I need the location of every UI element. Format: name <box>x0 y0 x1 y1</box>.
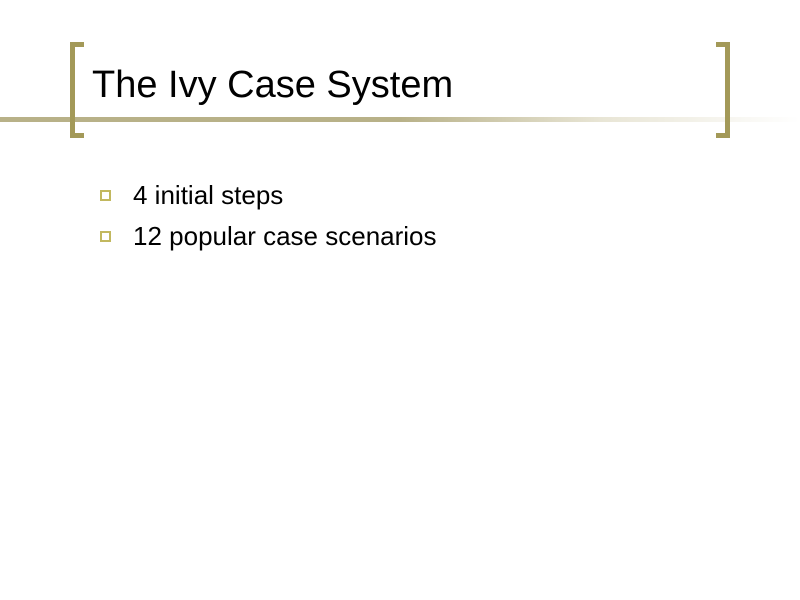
title-container: The Ivy Case System <box>70 50 730 107</box>
slide-title: The Ivy Case System <box>70 50 730 107</box>
content-area: 4 initial steps 12 popular case scenario… <box>100 180 437 262</box>
list-item: 4 initial steps <box>100 180 437 211</box>
bullet-icon <box>100 231 111 242</box>
list-item: 12 popular case scenarios <box>100 221 437 252</box>
bullet-icon <box>100 190 111 201</box>
bullet-text: 4 initial steps <box>133 180 283 211</box>
left-bracket-decoration <box>70 42 84 138</box>
decorative-line <box>0 117 800 122</box>
bullet-text: 12 popular case scenarios <box>133 221 437 252</box>
right-bracket-decoration <box>716 42 730 138</box>
